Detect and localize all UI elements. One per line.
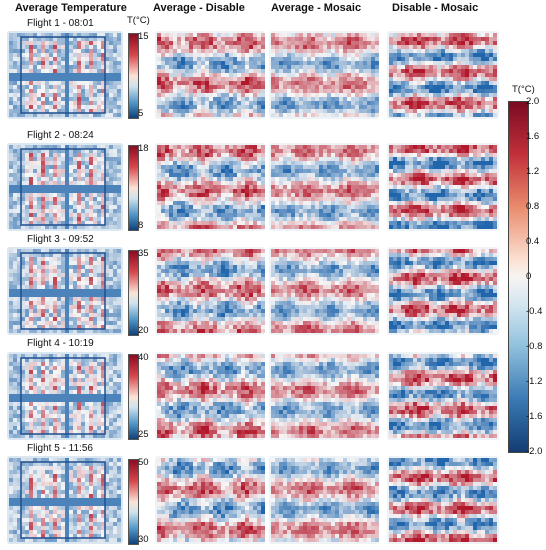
flight-label-1: Flight 1 - 08:01 (27, 18, 94, 29)
header-average-mosaic: Average - Mosaic (271, 2, 362, 14)
difference-tick-label: -2.0 (526, 446, 543, 457)
thermal-map-image (7, 143, 123, 231)
flight-label-2: Flight 2 - 08:24 (27, 130, 94, 141)
colorbar-flight-5 (128, 459, 139, 545)
colorbar-2-min: 8 (138, 220, 144, 231)
difference-tick-label: 1.6 (526, 131, 540, 142)
thermal-map-image (269, 143, 379, 231)
header-disable-mosaic: Disable - Mosaic (392, 2, 479, 14)
thermal-map-image (155, 352, 265, 440)
difference-colorbar-gradient (508, 101, 529, 453)
difference-tick-label: -1.6 (526, 411, 543, 422)
colorbar-flight-3 (128, 250, 139, 336)
thermal-map-image (155, 31, 265, 119)
colorbar-1-min: 5 (138, 108, 144, 119)
colorbar-flight-1 (128, 33, 139, 119)
colorbar-1-max: 15 (138, 31, 149, 42)
thermal-map-image (7, 247, 123, 335)
thermal-map-image (269, 247, 379, 335)
colorbar-2-max: 18 (138, 143, 149, 154)
thermal-map-image (7, 352, 123, 440)
difference-colorbar-title: T(°C) (512, 84, 535, 95)
flight-label-3: Flight 3 - 09:52 (27, 234, 94, 245)
unit-label: T(°C) (127, 15, 150, 26)
thermal-map-image (387, 143, 499, 231)
header-average-temperature: Average Temperature (15, 2, 127, 14)
difference-tick-label: 0 (526, 271, 532, 282)
difference-tick-label: -0.8 (526, 341, 543, 352)
difference-tick-label: -1.2 (526, 376, 543, 387)
thermal-map-image (387, 247, 499, 335)
difference-tick-label: 2.0 (526, 96, 540, 107)
thermal-map-image (155, 456, 265, 544)
colorbar-3-min: 20 (138, 325, 149, 336)
flight-label-4: Flight 4 - 10:19 (27, 338, 94, 349)
colorbar-5-max: 50 (138, 457, 149, 468)
colorbar-flight-2 (128, 145, 139, 231)
thermal-map-image (387, 31, 499, 119)
difference-tick-label: 0.8 (526, 201, 540, 212)
thermal-map-image (269, 456, 379, 544)
colorbar-5-min: 30 (138, 534, 149, 545)
difference-tick-label: 1.2 (526, 166, 540, 177)
thermal-map-image (155, 143, 265, 231)
difference-tick-label: 0.4 (526, 236, 540, 247)
thermal-map-image (269, 352, 379, 440)
thermal-map-image (269, 31, 379, 119)
flight-label-5: Flight 5 - 11:56 (27, 443, 93, 454)
colorbar-4-min: 25 (138, 429, 149, 440)
thermal-map-image (387, 456, 499, 544)
thermal-map-image (155, 247, 265, 335)
colorbar-4-max: 40 (138, 352, 149, 363)
thermal-map-image (7, 456, 123, 544)
colorbar-flight-4 (128, 354, 139, 440)
header-average-disable: Average - Disable (153, 2, 245, 14)
difference-tick-label: -0.4 (526, 306, 543, 317)
thermal-map-image (7, 31, 123, 119)
colorbar-3-max: 35 (138, 248, 149, 259)
thermal-map-image (387, 352, 499, 440)
